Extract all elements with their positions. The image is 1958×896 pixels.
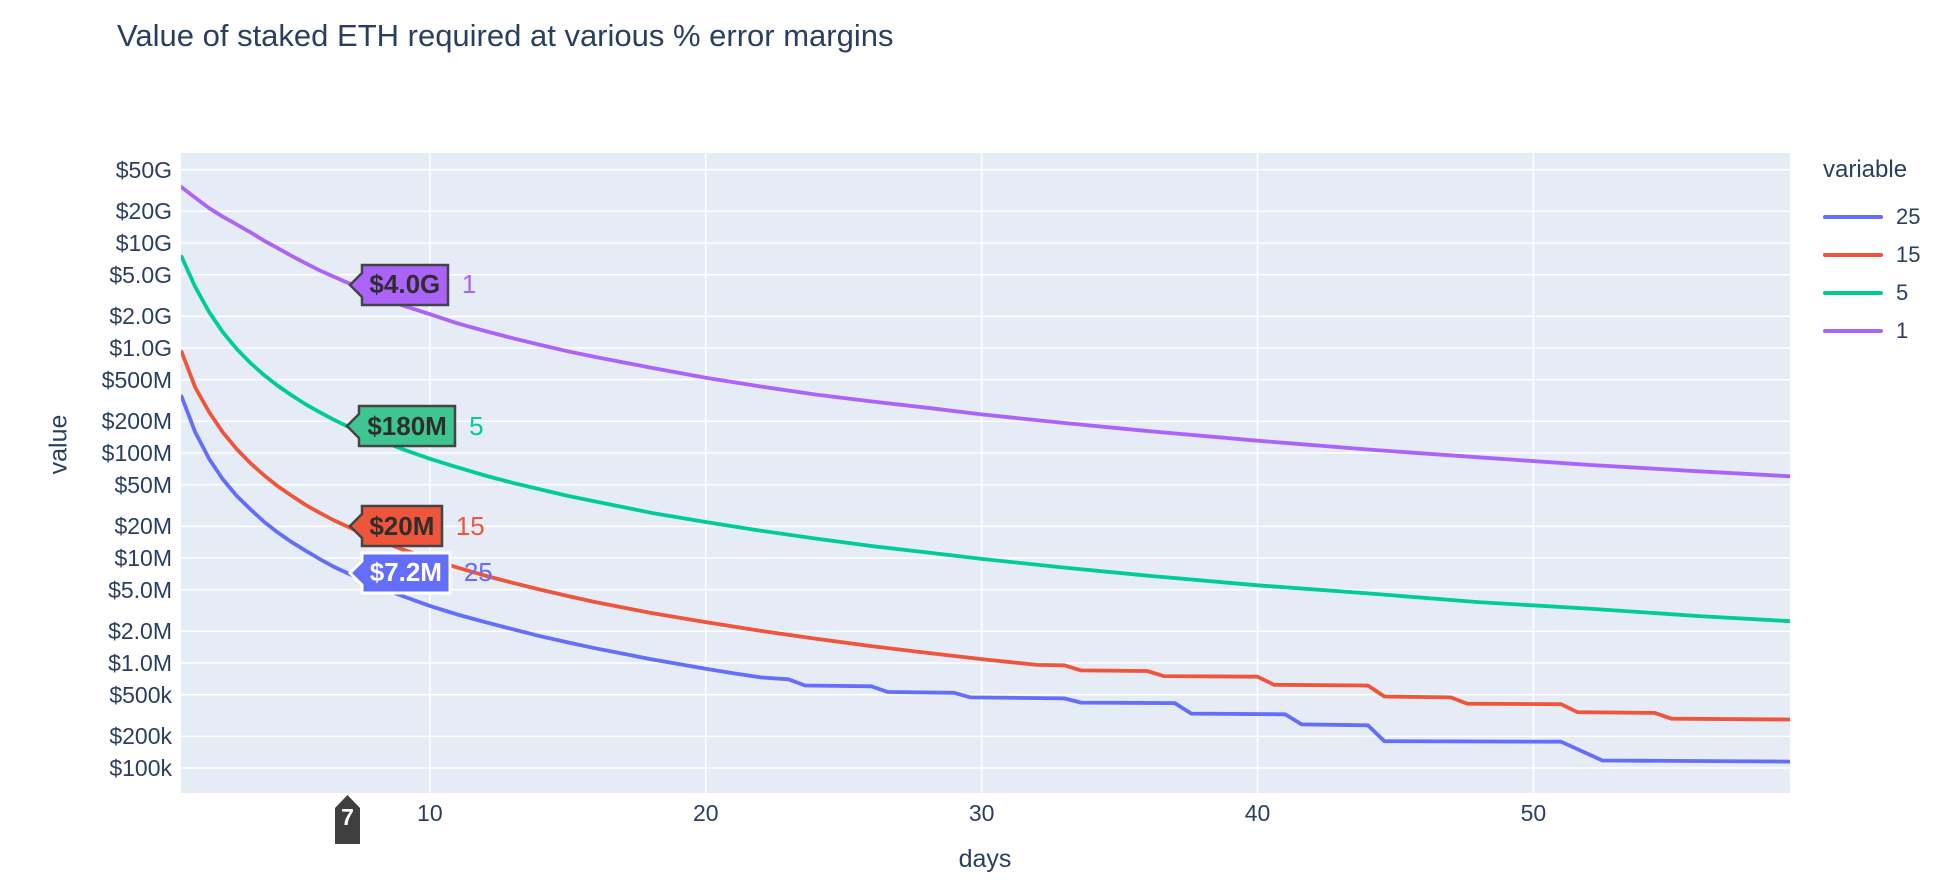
legend: variable 25 15 5 1	[1823, 156, 1920, 350]
annotation-series-label: 25	[463, 557, 493, 588]
annotation-arrow-box	[348, 263, 450, 307]
legend-swatch-icon	[1823, 215, 1883, 219]
y-tick-label: $100M	[101, 439, 172, 466]
legend-item-5[interactable]: 5	[1823, 274, 1920, 312]
series-line-25[interactable]	[181, 394, 1790, 764]
legend-item-15[interactable]: 15	[1823, 236, 1920, 274]
y-tick-label: $200k	[109, 723, 172, 750]
x-tick-label: 30	[968, 800, 995, 826]
y-tick-label: $500k	[109, 681, 172, 708]
annotation-5: $180M 5	[345, 404, 529, 448]
y-axis-title: value	[44, 414, 73, 475]
legend-swatch-icon	[1823, 329, 1883, 333]
legend-title: variable	[1823, 156, 1908, 183]
legend-item-1[interactable]: 1	[1823, 312, 1920, 350]
annotation-series-label: 5	[469, 410, 484, 441]
legend-item-label: 5	[1896, 280, 1909, 305]
series-line-1[interactable]	[181, 185, 1790, 479]
x-tick-label: 50	[1520, 800, 1547, 826]
annotation-series-label: 15	[455, 510, 485, 541]
annotation-text: $20M	[369, 510, 435, 541]
annotation-15: $20M 15	[348, 504, 516, 548]
y-tick-label: $200M	[101, 408, 172, 435]
y-tick-label: $20G	[115, 198, 172, 225]
x-tick-label: 10	[417, 800, 443, 826]
legend-item-label: 15	[1896, 242, 1921, 267]
y-tick-label: $50M	[114, 471, 172, 498]
y-tick-label: $50G	[115, 156, 172, 183]
annotation-25: $7.2M 25	[347, 551, 524, 595]
legend-swatch-icon	[1823, 291, 1883, 295]
annotation-text: $7.2M	[369, 557, 442, 588]
y-tick-label: $5.0G	[109, 261, 172, 288]
chart-title: Value of staked ETH required at various …	[117, 18, 894, 53]
legend-item-label: 25	[1896, 204, 1921, 229]
y-tick-label: $1.0G	[109, 334, 172, 361]
x-axis-day7-marker: 7	[333, 794, 362, 846]
annotation-arrow-box	[347, 551, 452, 595]
annotation-arrow-box	[348, 505, 444, 548]
y-tick-label: $1.0M	[108, 650, 172, 676]
annotation-arrow-box	[345, 404, 457, 448]
y-tick-label: $20M	[114, 513, 172, 540]
y-tick-label: $10M	[114, 545, 172, 571]
day7-marker-shape	[335, 795, 360, 844]
y-tick-label: $500M	[101, 366, 172, 393]
y-tick-label: $5.0M	[108, 576, 172, 603]
legend-swatch-icon	[1823, 253, 1883, 257]
legend-item-25[interactable]: 25	[1823, 198, 1920, 236]
series-line-5[interactable]	[181, 254, 1790, 624]
annotation-series-label: 1	[461, 269, 477, 300]
x-tick-label: 40	[1244, 800, 1271, 826]
x-axis-title: days	[958, 845, 1012, 873]
y-tick-label: $10G	[115, 229, 172, 256]
annotation-text: $4.0G	[369, 269, 441, 300]
y-tick-label: $2.0M	[108, 618, 172, 645]
day7-marker-label: 7	[341, 804, 354, 830]
x-tick-label: 20	[692, 800, 719, 826]
annotation-1: $4.0G 1	[348, 263, 522, 307]
series-line-15[interactable]	[181, 349, 1790, 722]
annotation-text: $180M	[367, 410, 447, 441]
legend-item-label: 1	[1896, 318, 1909, 343]
plot-background	[181, 153, 1790, 793]
y-tick-label: $100k	[109, 755, 172, 781]
y-tick-label: $2.0G	[109, 303, 172, 330]
legend-items: 25 15 5 1	[1823, 198, 1920, 350]
